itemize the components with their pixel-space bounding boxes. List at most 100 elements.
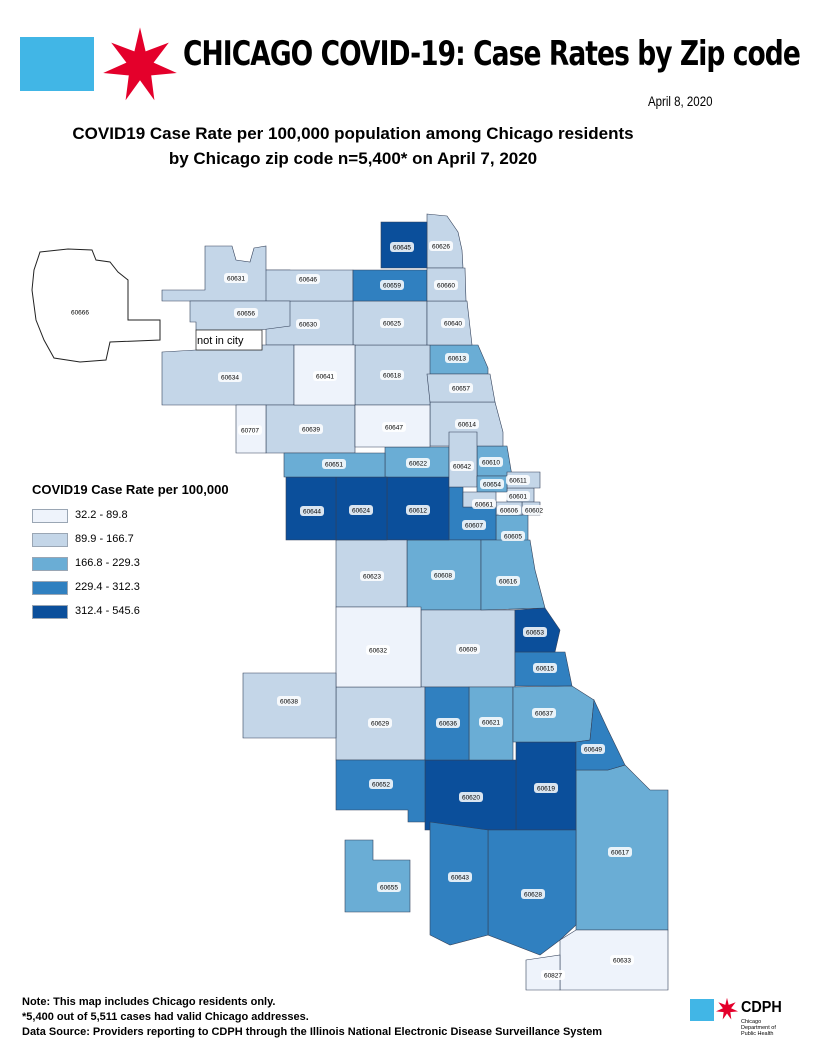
zip-label-60827: 60827 [541, 970, 565, 980]
zip-label-60613: 60613 [445, 353, 469, 363]
data-source-note: Data Source: Providers reporting to CDPH… [22, 1026, 603, 1038]
zip-label-60606: 60606 [497, 505, 521, 515]
svg-text:60640: 60640 [444, 321, 462, 328]
zip-label-60652: 60652 [369, 779, 393, 789]
svg-text:60613: 60613 [448, 356, 466, 363]
zip-label-60637: 60637 [532, 708, 556, 718]
zip-label-60647: 60647 [382, 422, 406, 432]
map-title-line1: COVID19 Case Rate per 100,000 population… [72, 124, 634, 143]
svg-text:60642: 60642 [453, 464, 471, 471]
zip-label-60654: 60654 [480, 479, 504, 489]
zip-label-60612: 60612 [406, 505, 430, 515]
svg-text:60622: 60622 [409, 461, 427, 468]
zip-label-60657: 60657 [449, 383, 473, 393]
report-date: April 8, 2020 [648, 93, 713, 109]
svg-text:60633: 60633 [613, 958, 631, 965]
svg-text:60655: 60655 [380, 885, 398, 892]
svg-text:60646: 60646 [299, 277, 317, 284]
svg-text:60645: 60645 [393, 245, 411, 252]
svg-text:60602: 60602 [525, 508, 543, 515]
legend: COVID19 Case Rate per 100,000 32.2 - 89.… [32, 482, 272, 619]
legend-swatch [32, 509, 68, 523]
zip-area-60666 [31, 248, 161, 363]
svg-text:60616: 60616 [499, 579, 517, 586]
zip-label-60619: 60619 [534, 783, 558, 793]
legend-item: 32.2 - 89.8 [32, 507, 272, 527]
svg-text:60647: 60647 [385, 425, 403, 432]
zip-label-60655: 60655 [377, 882, 401, 892]
zip-label-60651: 60651 [322, 459, 346, 469]
zip-label-60624: 60624 [349, 505, 373, 515]
zip-label-60607: 60607 [462, 520, 486, 530]
svg-text:60639: 60639 [302, 427, 320, 434]
svg-text:60617: 60617 [611, 850, 629, 857]
zip-label-60653: 60653 [523, 627, 547, 637]
svg-text:60643: 60643 [451, 875, 469, 882]
footer-note: *5,400 out of 5,511 cases had valid Chic… [22, 1011, 309, 1023]
svg-text:60657: 60657 [452, 386, 470, 393]
zip-label-60640: 60640 [441, 318, 465, 328]
zip-label-60638: 60638 [277, 696, 301, 706]
svg-text:60659: 60659 [383, 283, 401, 290]
legend-label: 89.9 - 166.7 [75, 533, 134, 545]
svg-text:60606: 60606 [500, 508, 518, 515]
map-title-line2: by Chicago zip code n=5,400* on April 7,… [168, 149, 538, 168]
zip-area-60642 [448, 431, 478, 488]
zip-label-60649: 60649 [581, 744, 605, 754]
zip-label-60630: 60630 [296, 319, 320, 329]
cdph-logo-subtitle: Chicago Department of Public Health [741, 1019, 776, 1037]
not-in-city-area [195, 329, 263, 351]
svg-text:60618: 60618 [383, 373, 401, 380]
svg-text:60621: 60621 [482, 720, 500, 727]
svg-text:60614: 60614 [458, 422, 476, 429]
svg-text:60611: 60611 [509, 478, 527, 485]
svg-text:60666: 60666 [71, 310, 89, 317]
svg-text:60607: 60607 [465, 523, 483, 530]
svg-text:60653: 60653 [526, 630, 544, 637]
legend-item: 229.4 - 312.3 [32, 579, 272, 599]
page-title: CHICAGO COVID-19: Case Rates by Zip code [183, 34, 801, 74]
zip-label-60656: 60656 [234, 308, 258, 318]
svg-text:60605: 60605 [504, 534, 522, 541]
zip-label-60628: 60628 [521, 889, 545, 899]
zip-label-60633: 60633 [610, 955, 634, 965]
svg-text:60609: 60609 [459, 647, 477, 654]
svg-text:60649: 60649 [584, 747, 602, 754]
legend-title: COVID19 Case Rate per 100,000 [32, 482, 229, 497]
svg-text:60625: 60625 [383, 321, 401, 328]
zip-label-60601: 60601 [506, 491, 530, 501]
zip-label-60602: 60602 [522, 505, 546, 515]
zip-label-60626: 60626 [429, 241, 453, 251]
not-in-city-label: not in city [197, 335, 244, 347]
zip-label-60609: 60609 [456, 644, 480, 654]
zip-area-60652 [335, 759, 426, 823]
zip-label-60636: 60636 [436, 718, 460, 728]
svg-text:60615: 60615 [536, 666, 554, 673]
zip-label-60605: 60605 [501, 531, 525, 541]
zip-label-60623: 60623 [360, 571, 384, 581]
zip-label-60646: 60646 [296, 274, 320, 284]
zip-label-60644: 60644 [300, 506, 324, 516]
zip-label-60659: 60659 [380, 280, 404, 290]
svg-text:60638: 60638 [280, 699, 298, 706]
zip-label-60608: 60608 [431, 570, 455, 580]
svg-text:60619: 60619 [537, 786, 555, 793]
zip-area-60655 [344, 839, 411, 913]
zip-polygons [31, 213, 669, 991]
legend-item: 312.4 - 545.6 [32, 603, 272, 623]
svg-text:60624: 60624 [352, 508, 370, 515]
zip-area-60643 [429, 821, 489, 946]
svg-text:60631: 60631 [227, 276, 245, 283]
legend-swatch [32, 557, 68, 571]
zip-label-60622: 60622 [406, 458, 430, 468]
legend-item: 89.9 - 166.7 [32, 531, 272, 551]
legend-item: 166.8 - 229.3 [32, 555, 272, 575]
svg-text:60628: 60628 [524, 892, 542, 899]
zip-label-60642: 60642 [450, 461, 474, 471]
zip-label-60625: 60625 [380, 318, 404, 328]
svg-text:60707: 60707 [241, 428, 259, 435]
chicago-star-icon [103, 27, 177, 101]
legend-swatch [32, 581, 68, 595]
zip-label-60616: 60616 [496, 576, 520, 586]
